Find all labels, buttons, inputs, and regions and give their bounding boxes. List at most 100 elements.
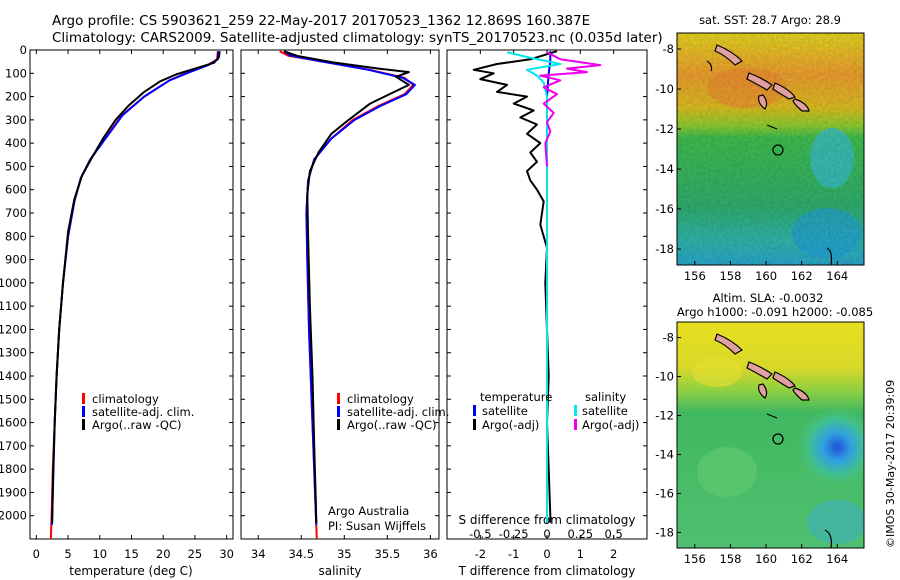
imos-credit: ©IMOS 30-May-2017 20:39:09 [884,380,897,548]
map-y-tick-label: -18 [655,242,674,256]
series-line-s-satellite [506,51,562,523]
sst-map-ticks: 156 158 160 162 164 -8 -10 -12 -14 -16 -18 [655,42,848,283]
map-x-tick-label: 160 [755,552,777,566]
series-line-climatology [49,51,219,540]
y-tick-label: 1500 [0,392,27,406]
x-tick-label: 34 [251,547,266,561]
y-tick-label: 1400 [0,369,27,383]
map-y-tick-label: -10 [655,370,674,384]
series-line-t-argo-adj- [472,50,558,523]
x-tick-label: 35.5 [375,547,401,561]
s-tick-label: -0.25 [499,527,529,541]
map-x-tick-label: 164 [826,269,848,283]
legend-label-s-satellite: satellite [582,404,628,418]
legend-swatch-argo [82,419,85,430]
y-tick-label: 1800 [0,462,27,476]
s-tick-label: 0 [543,527,550,541]
x-tick-label: 25 [188,547,203,561]
map-y-tick-label: -12 [655,122,674,136]
x-tick-label: 10 [92,547,107,561]
legend-swatch-satellite [82,406,85,417]
annotation-argo-australia: Argo Australia [328,504,409,518]
legend-swatch-climatology [82,393,85,404]
y-tick-label: 400 [5,136,27,150]
x-tick-label: 0 [33,547,40,561]
header-line-1: Argo profile: CS 5903621_259 22-May-2017… [52,13,590,29]
header-line-2: Climatology: CARS2009. Satellite-adjuste… [52,30,663,46]
y-tick-label: 600 [5,183,27,197]
y-tick-label: 800 [5,229,27,243]
legend-swatch-t-satellite [473,405,476,416]
sla-map-ticks: 156 158 160 162 164 -8 -10 -12 -14 -16 -18 [655,331,848,566]
map-x-tick-label: 158 [719,269,741,283]
salinity-legend: climatology satellite-adj. clim. Argo(..… [337,392,449,432]
difference-panel: T difference from climatology S differen… [446,49,648,578]
map-y-tick-label: -8 [663,331,674,345]
x-tick-label: 15 [124,547,139,561]
legend-swatch-s-argo [574,419,577,430]
legend-label-t-satellite: satellite [482,404,528,418]
map-x-tick-label: 162 [791,552,813,566]
difference-legend: temperature satellite Argo(-adj) salinit… [473,390,639,432]
annotation-pi: PI: Susan Wijffels [328,519,426,533]
x-tick-label: 2 [610,547,617,561]
temperature-legend: climatology satellite-adj. clim. Argo(..… [82,392,194,432]
legend-swatch-climatology [337,393,340,404]
legend-swatch-t-argo [473,419,476,430]
x-tick-label: 1 [577,547,584,561]
series-line-argo-raw-qc- [283,50,410,523]
series-line-satellite-adj-clim- [50,51,220,526]
sla-title-line-1: Altim. SLA: -0.0032 [713,291,824,305]
salinity-axes-frame [240,49,440,540]
salinity-marks: 34 34.5 35 35.5 36 [241,49,439,561]
map-y-tick-label: -10 [655,82,674,96]
y-tick-label: 900 [5,253,27,267]
x-tick-label: 36 [423,547,438,561]
legend-swatch-satellite [337,406,340,417]
map-x-tick-label: 164 [826,552,848,566]
map-x-tick-label: 160 [755,269,777,283]
s-tick-label: 0.5 [605,527,623,541]
map-x-tick-label: 156 [684,269,706,283]
y-tick-label: 1900 [0,485,27,499]
difference-marks: -2 -1 0 1 2 -0.5 -0.25 0 0.25 0.5 [447,49,647,561]
y-tick-label: 200 [5,90,27,104]
x-tick-label: -2 [475,547,486,561]
sst-map-panel: sat. SST: 28.7 Argo: 28.9 [655,13,865,283]
series-line-s-argo-adj- [539,51,602,167]
legend-title-temperature: temperature [480,390,552,404]
sst-float-marker [772,144,784,156]
temperature-axes-frame [29,49,234,540]
salinity-xlabel: salinity [318,564,361,578]
sla-map-frame [676,321,865,549]
y-tick-label: 1700 [0,439,27,453]
y-tick-label: 2000 [0,509,27,523]
y-tick-label: 1600 [0,416,27,430]
y-tick-label: 700 [5,206,27,220]
y-tick-label: 1000 [0,276,27,290]
legend-swatch-argo [337,419,340,430]
sla-title-line-2: Argo h1000: -0.091 h2000: -0.085 [677,305,873,319]
s-tick-label: -0.5 [469,527,491,541]
map-x-tick-label: 156 [684,552,706,566]
map-y-tick-label: -12 [655,409,674,423]
y-tick-label: 500 [5,159,27,173]
legend-label-climatology: climatology [92,392,159,406]
x-tick-label: 30 [219,547,234,561]
y-tick-label: 1200 [0,322,27,336]
legend-title-salinity: salinity [585,390,626,404]
sst-map-image [677,33,864,265]
map-y-tick-label: -18 [655,525,674,539]
y-tick-label: 300 [5,113,27,127]
map-y-tick-label: -16 [655,486,674,500]
y-tick-label: 0 [20,43,27,57]
series-line-argo-raw-qc- [51,51,221,523]
legend-label-argo: Argo(..raw -QC) [92,418,182,432]
map-y-tick-label: -14 [655,447,674,461]
series-line-climatology [279,50,415,540]
y-tick-label: 1100 [0,299,27,313]
sla-map-panel: Altim. SLA: -0.0032 Argo h1000: -0.091 h… [655,291,873,566]
series-line-satellite-adj-clim- [283,50,416,526]
x-tick-label: -1 [508,547,519,561]
legend-label-t-argo: Argo(-adj) [482,418,539,432]
